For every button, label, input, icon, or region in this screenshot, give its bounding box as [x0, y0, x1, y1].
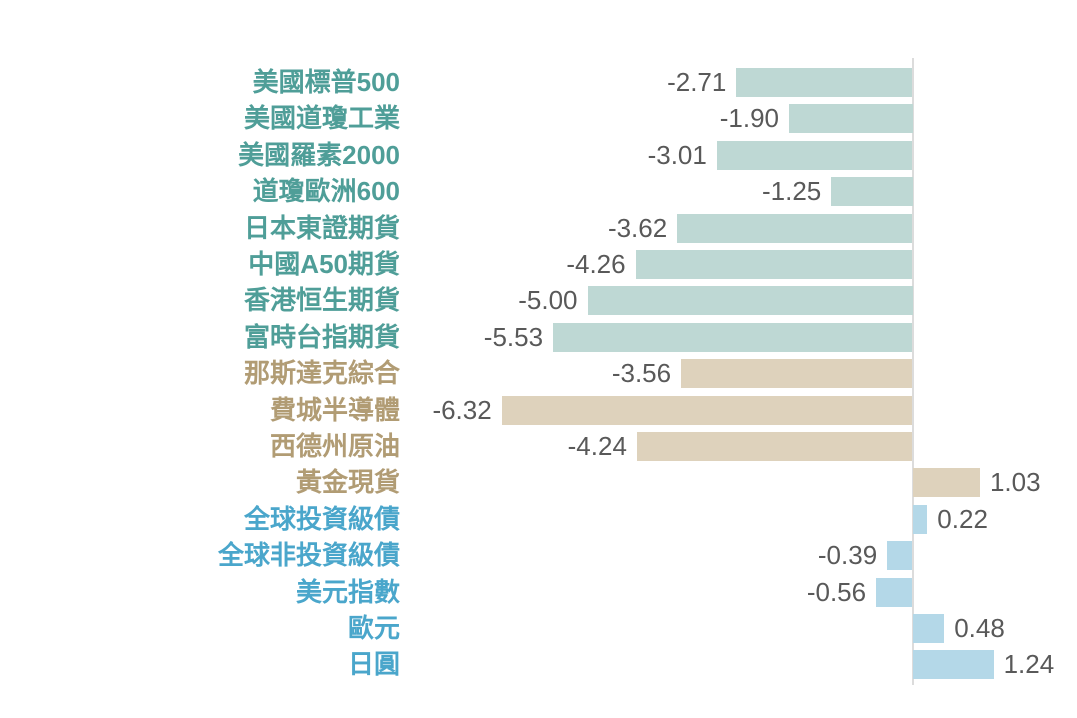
value-label: -3.62: [607, 212, 668, 243]
category-label: 黃金現貨: [295, 467, 400, 498]
value-label: 0.22: [937, 503, 988, 534]
bar: [587, 286, 913, 316]
bar: [789, 104, 913, 134]
bar: [831, 177, 913, 207]
bar: [736, 68, 913, 97]
category-label: 香港恒生期貨: [243, 285, 400, 316]
category-label: 美國羅素2000: [238, 139, 400, 170]
bar: [677, 213, 913, 243]
category-label: 美元指數: [295, 576, 400, 607]
category-label: 歐元: [347, 613, 400, 643]
bar: [876, 577, 913, 607]
category-label: 費城半導體: [269, 394, 400, 425]
value-label: 1.24: [1003, 649, 1055, 680]
value-label: -1.25: [761, 176, 822, 207]
category-label: 美國標普500: [252, 67, 400, 97]
value-label: -4.24: [567, 431, 627, 461]
category-label: 日圓: [347, 649, 400, 680]
category-label: 中國A50期貨: [248, 249, 400, 279]
value-label: -5.00: [518, 285, 578, 316]
category-label: 美國道瓊工業: [243, 103, 400, 134]
zero-axis-line: [911, 58, 914, 685]
bar: [553, 322, 913, 352]
bar: [501, 395, 913, 425]
value-label: -3.56: [611, 358, 672, 389]
category-label: 西德州原油: [269, 431, 400, 461]
bar: [913, 614, 945, 643]
value-label: -4.26: [566, 249, 626, 279]
value-label: -5.53: [483, 321, 544, 352]
value-label: -0.39: [817, 540, 878, 571]
category-label: 全球非投資級債: [217, 540, 400, 571]
bar: [716, 140, 913, 170]
bar: [913, 468, 980, 498]
category-label: 富時台指期貨: [243, 321, 400, 352]
bar: [636, 432, 913, 461]
value-label: 0.48: [954, 613, 1005, 643]
category-label: 全球投資級債: [243, 503, 400, 534]
category-label: 那斯達克綜合: [243, 358, 400, 389]
value-label: -3.01: [647, 139, 707, 170]
value-label: 1.03: [989, 467, 1041, 498]
bar: [681, 359, 913, 389]
bar: [887, 541, 913, 571]
value-label: -1.90: [719, 103, 779, 134]
bar: [913, 650, 994, 680]
value-label: -0.56: [806, 576, 867, 607]
bar: [913, 504, 928, 534]
category-label: 日本東證期貨: [243, 212, 400, 243]
bar: [635, 250, 913, 279]
value-label: -2.71: [667, 67, 727, 97]
category-label: 道瓊歐洲600: [252, 176, 400, 207]
value-label: -6.32: [432, 394, 492, 425]
